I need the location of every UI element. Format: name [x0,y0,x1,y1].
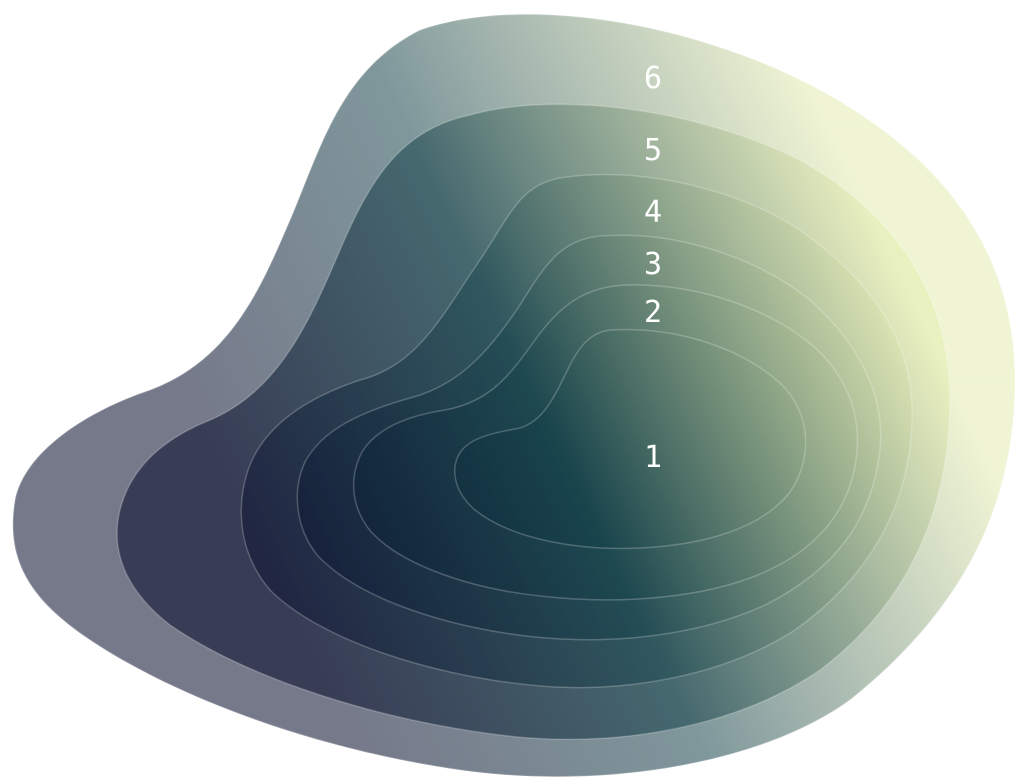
layer-label-2: 2 [644,295,662,330]
layer-label-4: 4 [644,195,662,230]
layer-label-1: 1 [644,440,662,475]
layer-label-5: 5 [644,133,662,168]
layer-label-3: 3 [644,247,662,282]
layer-label-6: 6 [644,61,662,96]
contour-layer-1 [454,328,807,550]
